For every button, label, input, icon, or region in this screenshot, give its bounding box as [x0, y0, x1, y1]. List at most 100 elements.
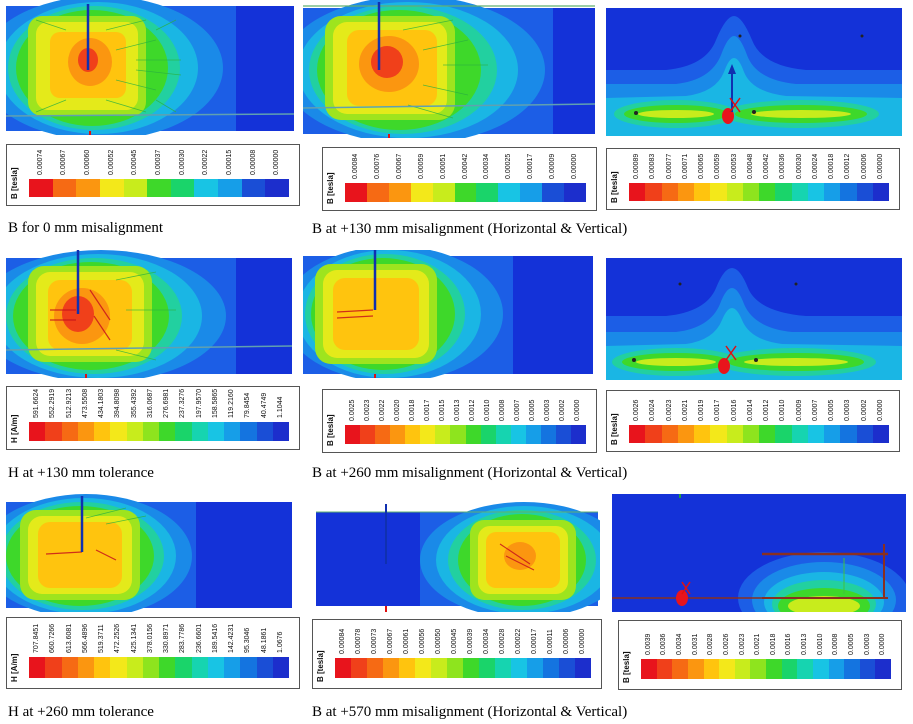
legend-color-cell — [856, 425, 873, 443]
legend-color-cell — [241, 179, 266, 197]
legend-color-cell — [45, 422, 62, 441]
legend-color-bar — [345, 183, 586, 202]
field-plot-h-260mm-graphic — [6, 494, 292, 612]
legend-color-cell — [77, 657, 94, 678]
legend-tick-label: 0.00006 — [563, 628, 570, 654]
legend-tick-label: 0.00000 — [579, 628, 586, 654]
legend-color-cell — [759, 183, 776, 201]
legend-color-cell — [661, 183, 678, 201]
legend-color-cell — [142, 422, 159, 441]
legend-color-cell — [495, 658, 511, 678]
legend-color-cell — [872, 183, 889, 201]
legend-color-cell — [719, 659, 735, 679]
legend-tick-label: 0.00061 — [403, 628, 410, 654]
legend-tick-label: 0.0000 — [879, 633, 887, 655]
legend-unit-label: B [tesla] — [610, 413, 619, 445]
legend-tick-label: 0.0005 — [529, 399, 537, 421]
legend-color-cell — [511, 658, 527, 678]
legend-color-cell — [498, 183, 521, 202]
legend-tick-label: 394.8098 — [114, 388, 122, 418]
legend-tick-label: 0.00076 — [373, 153, 381, 179]
legend-color-cell — [345, 425, 361, 444]
legend-tick-label: 0.00042 — [763, 153, 771, 179]
legend-color-cell — [207, 422, 224, 441]
legend-color-cell — [629, 183, 646, 201]
legend-color-cell — [110, 422, 127, 441]
legend-tick-label: 330.8971 — [163, 623, 171, 653]
legend-tick-label: 0.00078 — [355, 628, 362, 654]
legend-color-cell — [224, 422, 241, 441]
legend-color-cell — [828, 659, 845, 679]
legend-color-cell — [872, 425, 889, 443]
legend-tick-label: 0.00067 — [60, 149, 68, 175]
legend-tick-label: 0.0023 — [363, 399, 371, 421]
legend-color-cell — [540, 425, 556, 444]
legend-tick-label: 0.00008 — [249, 149, 257, 175]
legend-unit-label: B [tesla] — [316, 650, 325, 682]
legend-tick-label: 0.00000 — [571, 153, 579, 179]
legend-tick-label: 0.0025 — [348, 399, 356, 421]
legend-color-cell — [656, 659, 673, 679]
legend-color-cell — [431, 658, 447, 678]
legend-color-cell — [875, 659, 891, 679]
legend-color-bar — [629, 183, 889, 201]
legend-color-cell — [694, 183, 711, 201]
legend-color-cell — [525, 425, 541, 444]
legend-color-cell — [797, 659, 813, 679]
legend-unit-label: B [tesla] — [10, 167, 19, 199]
legend-color-cell — [629, 425, 646, 443]
legend-color-cell — [390, 425, 406, 444]
legend-tick-label: 660.7266 — [49, 623, 57, 653]
legend-tick-label: 0.0022 — [378, 399, 386, 421]
legend-tick-label: 0.00030 — [795, 153, 803, 179]
legend-color-cell — [191, 657, 208, 678]
legend-tick-label: 0.0019 — [698, 399, 706, 421]
legend-color-cell — [703, 659, 720, 679]
legend-color-cell — [840, 183, 857, 201]
legend-color-cell — [742, 425, 759, 443]
legend-tick-label: 0.00006 — [860, 153, 868, 179]
legend-color-cell — [641, 659, 657, 679]
legend-color-cell — [859, 659, 876, 679]
legend-color-cell — [61, 422, 78, 441]
legend-tick-label: 0.00009 — [549, 153, 557, 179]
legend-color-cell — [791, 425, 808, 443]
legend-color-cell — [194, 179, 219, 197]
legend-tick-label: 0.00017 — [527, 153, 535, 179]
legend-tick-label: 0.00089 — [633, 153, 641, 179]
legend-unit-label: B [tesla] — [326, 172, 335, 204]
caption-b-260mm: B at +260 mm misalignment (Horizontal & … — [312, 465, 628, 481]
legend-b-570mm-top: B [tesla] 0.0039 0.0036 0.0034 0.0031 0.0028 0… — [618, 620, 902, 690]
legend-tick-label: 1.0676 — [276, 631, 284, 653]
legend-tick-label: 0.0017 — [714, 399, 722, 421]
legend-color-cell — [45, 657, 62, 678]
legend-color-cell — [367, 658, 383, 678]
legend-color-cell — [463, 658, 479, 678]
legend-color-cell — [510, 425, 526, 444]
legend-color-cell — [527, 658, 543, 678]
legend-tick-label: 158.5865 — [211, 388, 219, 418]
legend-color-cell — [575, 658, 591, 678]
legend-tick-label: 0.0017 — [423, 399, 431, 421]
legend-tick-label: 0.0026 — [633, 399, 641, 421]
field-plot-b-570mm — [310, 494, 600, 612]
legend-tick-label: 0.00083 — [649, 153, 657, 179]
legend-tick-label: 0.00028 — [499, 628, 506, 654]
legend-color-cell — [240, 422, 257, 441]
legend-color-bar — [335, 658, 591, 678]
legend-tick-label: 0.0003 — [844, 399, 852, 421]
legend-color-cell — [465, 425, 481, 444]
legend-color-cell — [224, 657, 241, 678]
legend-tick-label: 0.00034 — [483, 628, 490, 654]
legend-tick-label: 0.00084 — [339, 628, 346, 654]
legend-tick-label: 0.00067 — [387, 628, 394, 654]
legend-tick-label: 0.0036 — [660, 633, 668, 655]
legend-tick-label: 0.0021 — [681, 399, 689, 421]
legend-tick-label: 0.0012 — [763, 399, 771, 421]
field-plot-b-570mm-top — [612, 494, 906, 612]
legend-color-cell — [61, 657, 78, 678]
legend-tick-label: 0.00074 — [36, 149, 44, 175]
legend-tick-label: 473.5508 — [81, 388, 89, 418]
legend-tick-label: 0.0016 — [785, 633, 793, 655]
legend-tick-label: 79.8454 — [244, 392, 252, 418]
